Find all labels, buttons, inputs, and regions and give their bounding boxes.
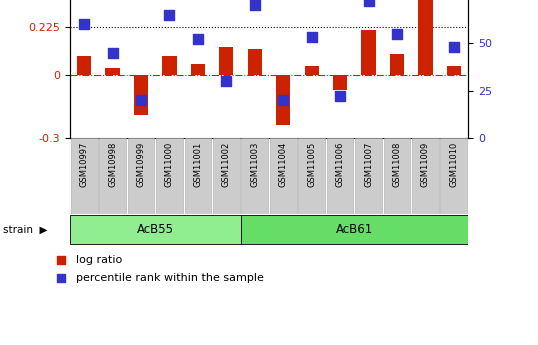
Point (450, 44, 458, 50)
FancyBboxPatch shape (128, 138, 154, 214)
FancyBboxPatch shape (441, 138, 467, 214)
Bar (134, 75, 148, 115)
Text: GSM10999: GSM10999 (137, 142, 146, 187)
FancyBboxPatch shape (242, 138, 268, 214)
FancyBboxPatch shape (355, 138, 382, 214)
Bar (447, 66, 461, 75)
FancyBboxPatch shape (156, 138, 183, 214)
Point (279, 97, 287, 103)
FancyBboxPatch shape (327, 138, 353, 214)
Bar (105, 68, 119, 75)
Text: GSM11002: GSM11002 (222, 142, 231, 187)
Bar (77, 56, 91, 75)
FancyBboxPatch shape (70, 215, 240, 244)
Text: GSM11010: GSM11010 (449, 142, 458, 187)
FancyBboxPatch shape (384, 138, 410, 214)
FancyBboxPatch shape (71, 138, 97, 214)
Bar (305, 66, 318, 75)
Point (222, 78, 231, 84)
Text: GSM11008: GSM11008 (392, 142, 401, 187)
Text: GSM11005: GSM11005 (307, 142, 316, 187)
FancyBboxPatch shape (298, 138, 325, 214)
Text: GSM11001: GSM11001 (193, 142, 202, 187)
Text: GSM11003: GSM11003 (250, 142, 259, 187)
Bar (333, 75, 347, 89)
Point (393, 31, 401, 36)
Text: log ratio: log ratio (76, 255, 122, 265)
Text: percentile rank within the sample: percentile rank within the sample (76, 273, 264, 283)
Bar (362, 30, 376, 75)
Text: GSM11006: GSM11006 (336, 142, 345, 187)
Point (56, 257, 65, 263)
FancyBboxPatch shape (240, 215, 468, 244)
Point (137, 97, 145, 103)
Point (336, 93, 344, 99)
Point (80, 21, 88, 27)
FancyBboxPatch shape (185, 138, 211, 214)
Bar (418, 0, 433, 75)
FancyBboxPatch shape (412, 138, 439, 214)
Bar (191, 64, 205, 75)
Bar (220, 47, 233, 75)
Bar (390, 54, 404, 75)
FancyBboxPatch shape (270, 138, 296, 214)
Text: GSM11000: GSM11000 (165, 142, 174, 187)
Text: GSM11004: GSM11004 (279, 142, 288, 187)
Bar (247, 49, 262, 75)
FancyBboxPatch shape (99, 138, 126, 214)
Point (364, 0, 373, 4)
Text: GSM11007: GSM11007 (364, 142, 373, 187)
Point (194, 37, 202, 42)
Text: AcB61: AcB61 (336, 223, 373, 236)
Text: GSM11009: GSM11009 (421, 142, 430, 187)
Text: GSM10998: GSM10998 (108, 142, 117, 187)
Point (108, 50, 117, 55)
FancyBboxPatch shape (213, 138, 240, 214)
Text: GSM10997: GSM10997 (80, 142, 89, 187)
Text: strain  ▶: strain ▶ (3, 225, 47, 234)
Point (165, 12, 174, 18)
Bar (276, 75, 291, 125)
Text: AcB55: AcB55 (137, 223, 174, 236)
Point (307, 35, 316, 40)
Point (251, 2, 259, 8)
Point (56, 275, 65, 281)
Bar (162, 56, 176, 75)
